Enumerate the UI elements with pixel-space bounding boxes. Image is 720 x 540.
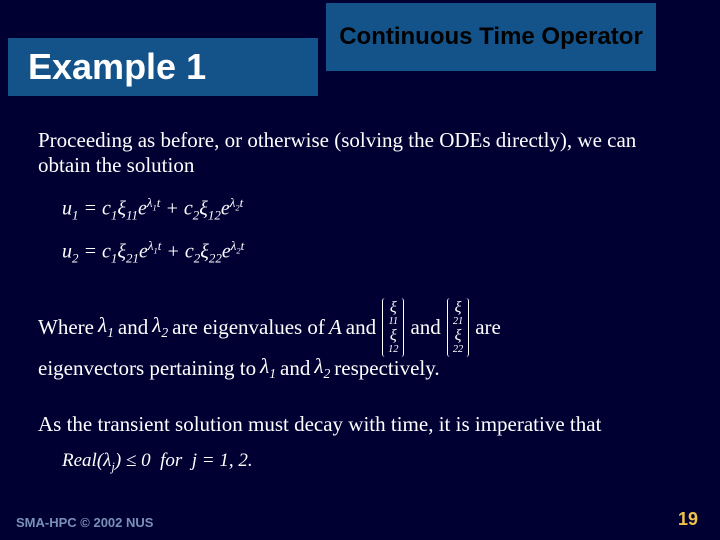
where-text-1: Where — [38, 315, 94, 340]
where-text-4: and — [346, 315, 376, 340]
where-line: Where λ1 and λ2 are eigenvalues of A and… — [38, 298, 698, 357]
page-number: 19 — [678, 509, 698, 530]
line3-text-1: eigenvectors pertaining to — [38, 356, 256, 381]
footer-copyright: SMA-HPC © 2002 NUS — [16, 515, 153, 530]
lambda2-symbol-2: λ2 — [314, 354, 330, 383]
eigenvector-2: ξ21 ξ22 — [447, 298, 469, 357]
transient-text: As the transient solution must decay wit… — [38, 412, 698, 437]
slide-title: Example 1 — [28, 46, 206, 88]
where-text-2: and — [118, 315, 148, 340]
vec1-bot: ξ12 — [388, 328, 398, 356]
vec1-top: ξ11 — [388, 300, 398, 328]
title-box: Example 1 — [8, 38, 318, 96]
lambda1-symbol-2: λ1 — [260, 354, 276, 383]
eigenvector-1: ξ11 ξ12 — [382, 298, 404, 357]
slide-subtitle: Continuous Time Operator — [339, 23, 643, 51]
equation-u2: u2 = c1ξ21eλ1t + c2ξ22eλ2t — [62, 238, 244, 267]
where-text-6: are — [475, 315, 501, 340]
lambda2-symbol: λ2 — [152, 313, 168, 342]
line3-text-2: and — [280, 356, 310, 381]
where-text-5: and — [410, 315, 440, 340]
line3-text-3: respectively. — [334, 356, 439, 381]
lambda1-symbol: λ1 — [98, 313, 114, 342]
equation-u1: u1 = c1ξ11eλ1t + c2ξ12eλ2t — [62, 195, 243, 224]
condition-equation: Real(λj) ≤ 0 for j = 1, 2. — [62, 450, 253, 475]
eigenvector-line: eigenvectors pertaining to λ1 and λ2 res… — [38, 354, 698, 383]
where-text-3: are eigenvalues of — [172, 315, 325, 340]
intro-text: Proceeding as before, or otherwise (solv… — [38, 128, 678, 178]
subtitle-box: Continuous Time Operator — [326, 3, 656, 71]
matrix-A: A — [329, 315, 342, 340]
vec2-bot: ξ22 — [453, 328, 463, 356]
vec2-top: ξ21 — [453, 300, 463, 328]
